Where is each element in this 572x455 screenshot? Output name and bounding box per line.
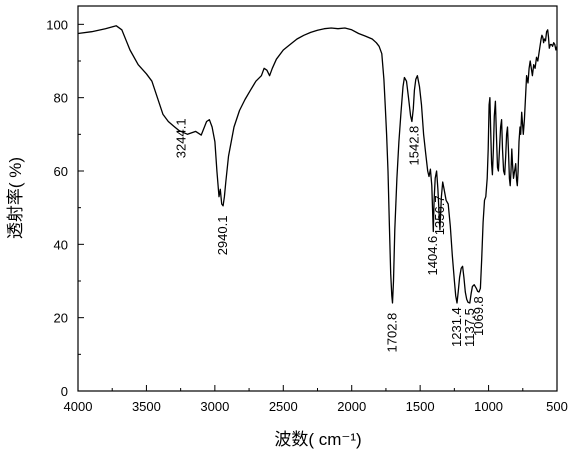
spectrum-line — [77, 25, 558, 304]
peak-label: 1404.6 — [425, 236, 440, 276]
peak-label: 1231.4 — [449, 307, 464, 347]
x-tick-label: 4000 — [64, 399, 93, 414]
y-tick-label: 60 — [54, 164, 68, 179]
peak-label: 1542.8 — [406, 126, 421, 166]
y-tick-label: 100 — [46, 17, 68, 32]
x-tick-label: 1000 — [474, 399, 503, 414]
peak-label: 3244.1 — [174, 118, 189, 158]
y-tick-label: 0 — [61, 384, 68, 399]
peak-label: 1356.7 — [432, 195, 447, 235]
x-axis-title: 波数( cm⁻¹) — [274, 430, 361, 449]
plot-layer: 4000 3500 3000 2500 2000 1500 1000 500 0 20 40 60 80… — [46, 5, 568, 414]
y-tick-label: 20 — [54, 311, 68, 326]
peak-label: 1069.8 — [471, 296, 486, 336]
x-tick-label: 500 — [546, 399, 568, 414]
y-tick-label: 40 — [54, 237, 68, 252]
peak-label: 1702.8 — [384, 313, 399, 353]
x-tick-label: 2000 — [337, 399, 366, 414]
x-tick-label: 1500 — [406, 399, 435, 414]
x-tick-label: 2500 — [269, 399, 298, 414]
peak-label: 1137.5 — [462, 308, 477, 347]
x-tick-label: 3000 — [200, 399, 229, 414]
y-axis-title: 透射率( %) — [6, 157, 25, 239]
y-tick-label: 80 — [54, 91, 68, 106]
peak-label: 2940.1 — [215, 216, 230, 256]
x-tick-label: 3500 — [132, 399, 161, 414]
